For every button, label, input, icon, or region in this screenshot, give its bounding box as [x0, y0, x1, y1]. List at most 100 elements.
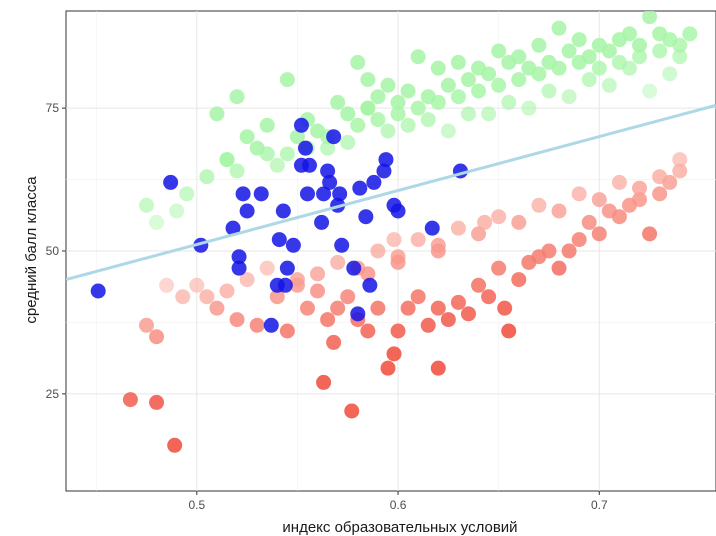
below-point	[450, 220, 466, 236]
below-point	[497, 300, 513, 316]
above-point	[199, 169, 215, 185]
above-point	[229, 89, 245, 105]
above-point	[621, 26, 637, 42]
above-point	[511, 49, 527, 65]
above-point	[491, 77, 507, 93]
y-axis-title: средний балл класса	[23, 176, 40, 324]
above-point	[481, 106, 497, 122]
below-point	[511, 214, 527, 230]
above-point	[169, 203, 185, 219]
highlight-point	[358, 209, 374, 225]
y-tick-label: 50	[46, 244, 60, 258]
below-point	[400, 300, 416, 316]
above-point	[440, 77, 456, 93]
highlight-point	[90, 283, 106, 299]
above-point	[289, 129, 305, 145]
below-point	[380, 360, 396, 376]
highlight-point	[263, 317, 279, 333]
below-point	[175, 289, 191, 305]
above-point	[511, 72, 527, 88]
below-point	[471, 226, 487, 242]
above-point	[551, 60, 567, 76]
above-point	[340, 134, 356, 150]
highlight-point	[346, 260, 362, 276]
below-point	[249, 317, 265, 333]
below-point	[571, 232, 587, 248]
below-point	[138, 317, 154, 333]
above-point	[440, 123, 456, 139]
below-point	[360, 323, 376, 339]
above-point	[390, 106, 406, 122]
below-point	[551, 260, 567, 276]
highlight-point	[332, 186, 348, 202]
above-point	[662, 66, 678, 82]
above-point	[601, 43, 617, 59]
below-point	[330, 300, 346, 316]
above-point	[279, 146, 295, 162]
above-point	[672, 37, 688, 53]
below-point	[149, 329, 165, 345]
data-points	[90, 11, 698, 453]
below-point	[122, 392, 138, 408]
highlight-point	[366, 174, 382, 190]
above-point	[531, 66, 547, 82]
above-point	[269, 157, 285, 173]
above-point	[259, 117, 275, 133]
highlight-point	[297, 140, 313, 156]
above-point	[561, 89, 577, 105]
highlight-point	[316, 186, 332, 202]
below-point	[672, 152, 688, 168]
below-point	[229, 312, 245, 328]
highlight-point	[350, 306, 366, 322]
below-point	[370, 300, 386, 316]
below-point	[611, 174, 627, 190]
below-point	[591, 226, 607, 242]
above-point	[491, 43, 507, 59]
below-point	[390, 254, 406, 270]
above-point	[591, 60, 607, 76]
highlight-point	[231, 260, 247, 276]
axes: 0.5 0.6 0.7 25 50 75	[46, 101, 608, 512]
above-point	[642, 11, 658, 25]
highlight-point	[235, 186, 251, 202]
above-point	[149, 214, 165, 230]
highlight-point	[275, 203, 291, 219]
below-point	[420, 317, 436, 333]
above-point	[420, 112, 436, 128]
below-point	[344, 403, 360, 419]
below-point	[316, 374, 332, 390]
below-point	[149, 394, 165, 410]
highlight-point	[378, 152, 394, 168]
above-point	[209, 106, 225, 122]
y-tick-label: 25	[46, 387, 60, 401]
above-point	[219, 152, 235, 168]
above-point	[581, 72, 597, 88]
above-point	[410, 49, 426, 65]
below-point	[390, 323, 406, 339]
above-point	[672, 49, 688, 65]
below-point	[340, 289, 356, 305]
below-point	[360, 266, 376, 282]
below-point	[460, 306, 476, 322]
below-point	[386, 346, 402, 362]
below-point	[326, 334, 342, 350]
x-tick-label: 0.6	[390, 498, 407, 512]
below-point	[299, 300, 315, 316]
below-point	[531, 197, 547, 213]
highlight-point	[314, 214, 330, 230]
below-point	[310, 266, 326, 282]
above-point	[410, 100, 426, 116]
below-point	[581, 214, 597, 230]
above-point	[581, 49, 597, 65]
highlight-point	[376, 163, 392, 179]
above-point	[360, 72, 376, 88]
highlight-point	[352, 180, 368, 196]
above-point	[460, 106, 476, 122]
below-point	[491, 209, 507, 225]
highlight-point	[279, 260, 295, 276]
y-tick-label: 75	[46, 101, 60, 115]
above-point	[340, 106, 356, 122]
above-point	[642, 83, 658, 99]
below-point	[320, 312, 336, 328]
